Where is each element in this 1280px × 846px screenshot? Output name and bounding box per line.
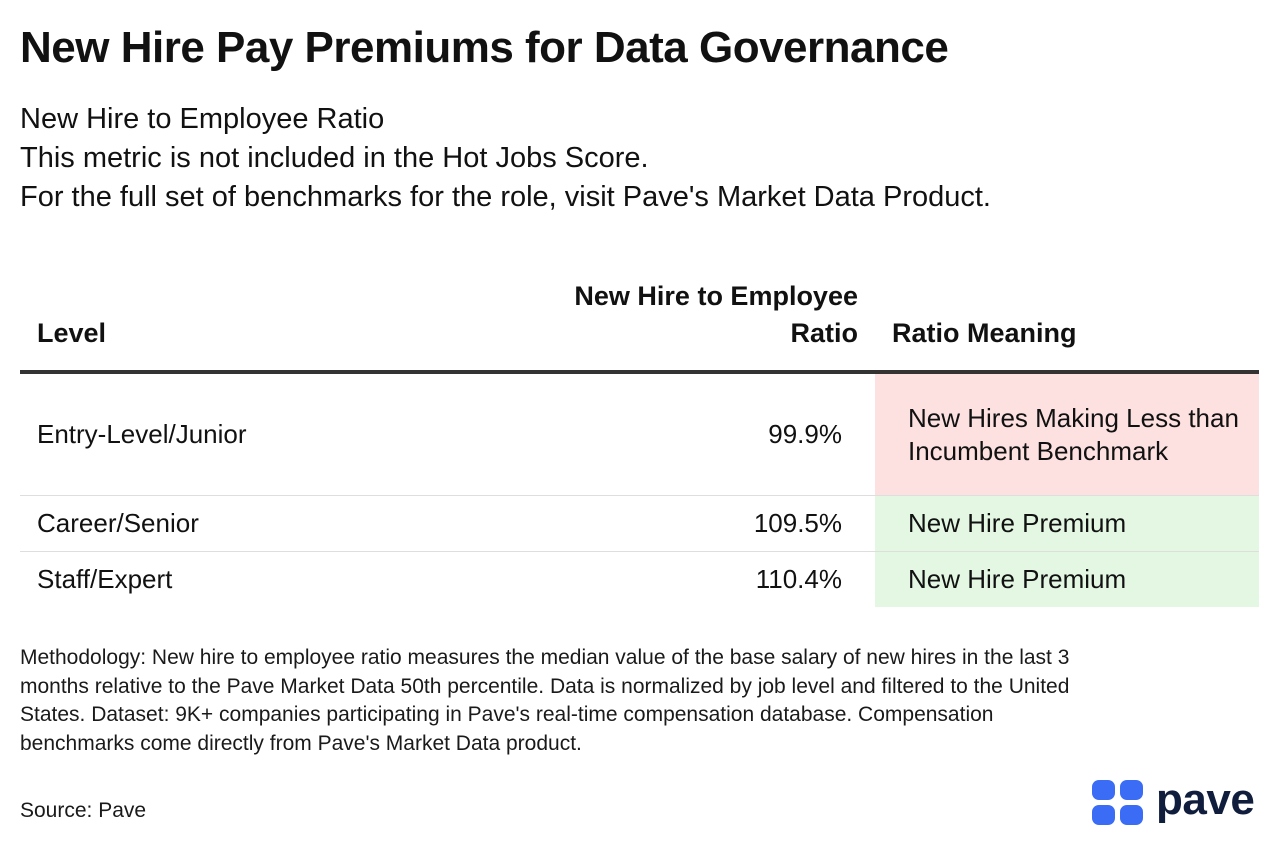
subtitle-line-benchmarks: For the full set of benchmarks for the r… <box>20 181 991 213</box>
page-title: New Hire Pay Premiums for Data Governanc… <box>20 23 949 72</box>
table-row: Entry-Level/Junior 99.9% New Hires Makin… <box>20 372 1259 496</box>
pave-logo-icon <box>1092 780 1143 825</box>
logo-text: pave <box>1156 775 1255 824</box>
column-header-level: Level <box>20 268 515 374</box>
subtitle-line-metric: New Hire to Employee Ratio <box>20 103 385 135</box>
logo-mark-square <box>1120 780 1143 800</box>
logo-mark-square <box>1092 780 1115 800</box>
column-header-meaning: Ratio Meaning <box>875 268 1259 374</box>
ratio-cell: 109.5% <box>515 495 875 552</box>
table-row: Staff/Expert 110.4% New Hire Premium <box>20 551 1259 607</box>
ratio-cell: 99.9% <box>515 372 875 496</box>
pave-logo: pave <box>1092 775 1262 827</box>
methodology-note: Methodology: New hire to employee ratio … <box>20 646 1070 755</box>
logo-mark-square <box>1120 805 1143 825</box>
meaning-cell: New Hire Premium <box>875 551 1259 607</box>
level-cell: Career/Senior <box>20 495 515 552</box>
column-header-ratio: New Hire to Employee Ratio <box>515 268 875 374</box>
level-cell: Staff/Expert <box>37 564 173 594</box>
subtitle: New Hire to Employee Ratio This metric i… <box>20 100 991 217</box>
meaning-cell: New Hires Making Less than Incumbent Ben… <box>875 372 1259 496</box>
table-row: Career/Senior 109.5% New Hire Premium <box>20 495 1259 552</box>
logo-mark-square <box>1092 805 1115 825</box>
ratio-cell: 110.4% <box>755 564 842 594</box>
table-header-row: Level New Hire to Employee Ratio Ratio M… <box>20 268 1259 374</box>
source-note: Source: Pave <box>20 799 147 822</box>
subtitle-line-note: This metric is not included in the Hot J… <box>20 142 649 174</box>
ratio-table: Level New Hire to Employee Ratio Ratio M… <box>20 268 1259 607</box>
level-cell: Entry-Level/Junior <box>20 372 515 496</box>
meaning-cell: New Hire Premium <box>875 495 1259 552</box>
